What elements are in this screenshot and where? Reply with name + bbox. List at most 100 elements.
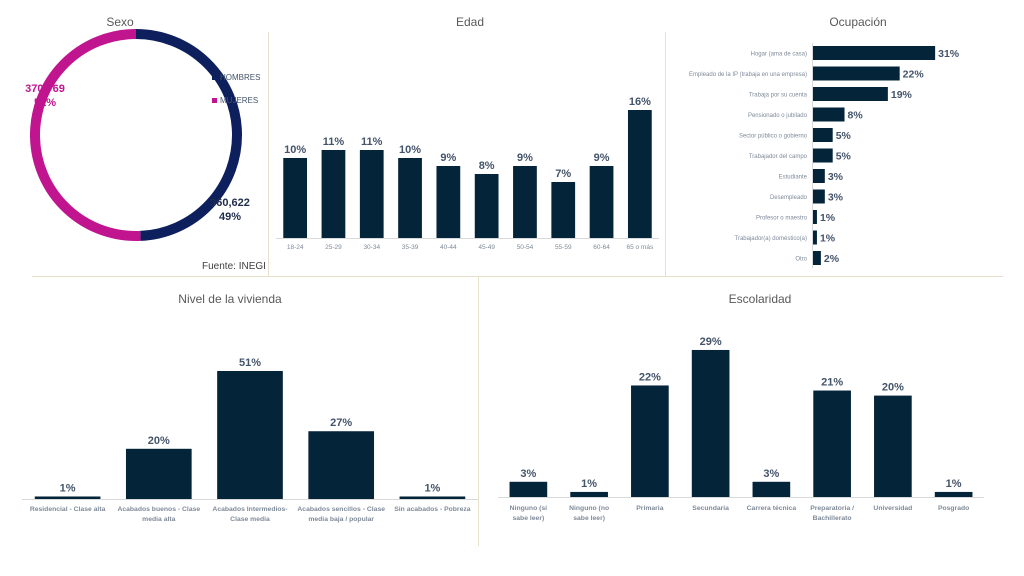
data-label: 51% xyxy=(239,357,261,369)
legend-item-hombres: HOMBRES xyxy=(212,73,260,82)
data-label: 3% xyxy=(763,468,779,480)
category-label: Acabados sencillos - Clase xyxy=(297,506,385,513)
data-label: 3% xyxy=(520,468,536,480)
category-label: Acabados buenos - Clase xyxy=(117,506,200,513)
divider-horizontal xyxy=(32,276,1003,277)
bar-edad xyxy=(474,174,499,238)
bar-ocupacion xyxy=(813,87,888,101)
category-label: Clase media xyxy=(230,516,270,523)
bar-ocupacion xyxy=(813,230,817,245)
category-label: Posgrado xyxy=(938,505,969,512)
bar-edad xyxy=(551,182,576,238)
donut-slice-hombres xyxy=(135,29,242,241)
chart-title-ocupacion: Ocupación xyxy=(829,15,887,29)
category-label: 18-24 xyxy=(287,244,304,251)
chart-edad: 10% 18-24 11% 25-29 11% 30-34 10% 35-39 9% 40-44 8… xyxy=(276,96,659,251)
data-label: 11% xyxy=(323,136,345,148)
bar-ocupacion xyxy=(813,189,825,204)
category-label: media baja / popular xyxy=(308,516,374,523)
bar-ocupacion xyxy=(813,107,845,122)
bar-vivienda xyxy=(34,496,101,499)
data-label: 1% xyxy=(581,478,597,490)
category-label: Estudiante xyxy=(779,175,808,181)
bar-edad xyxy=(513,166,537,238)
data-label: 22% xyxy=(903,69,925,81)
bar-edad xyxy=(398,158,422,238)
bar-escolaridad xyxy=(813,390,851,497)
category-label: Trabaja por su cuenta xyxy=(749,93,808,99)
bar-escolaridad xyxy=(570,491,608,497)
chart-ocupacion: 31% Hogar (ama de casa) 22% Empleado de la … xyxy=(689,43,960,268)
data-label-mujeres: 370,769 51% xyxy=(18,82,72,110)
data-label: 11% xyxy=(361,136,383,148)
bar-escolaridad xyxy=(509,481,548,497)
category-label: 45-49 xyxy=(478,244,495,251)
category-label: Profesor o maestro xyxy=(756,216,808,222)
chart-title-vivienda: Nivel de la vivienda xyxy=(178,292,282,306)
percent-label-hombres: 49% xyxy=(218,211,242,223)
data-label: 20% xyxy=(148,435,170,447)
bar-ocupacion xyxy=(813,128,833,142)
chart-title-edad: Edad xyxy=(455,15,485,29)
data-label: 10% xyxy=(399,144,421,156)
legend-swatch-mujeres xyxy=(212,98,217,103)
data-label: 22% xyxy=(639,371,661,383)
data-label: 1% xyxy=(424,482,440,494)
category-label: Residencial - Clase alta xyxy=(30,506,106,513)
category-label: Trabajador(a) doméstico(a) xyxy=(735,236,807,242)
data-label: 1% xyxy=(820,233,836,245)
chart-title-escolaridad: Escolaridad xyxy=(728,292,792,306)
legend-label-mujeres: MUJERES xyxy=(220,96,259,105)
data-label: 9% xyxy=(440,152,456,164)
data-label: 10% xyxy=(284,144,306,156)
legend-item-mujeres: MUJERES xyxy=(212,96,258,105)
chart-escolaridad: 3% Ninguno (sí sabe leer) 1% Ninguno (no sabe… xyxy=(498,336,984,522)
data-label: 9% xyxy=(594,152,610,164)
divider-edad-ocupacion xyxy=(665,32,666,276)
chart-vivienda: 1% Residencial - Clase alta 20% Acabados bu… xyxy=(22,357,478,523)
category-label: Acabados Intermedios- xyxy=(212,506,287,513)
data-label: 1% xyxy=(946,478,962,490)
category-label: Bachillerato xyxy=(813,515,852,522)
bar-edad xyxy=(359,150,384,238)
data-label: 3% xyxy=(828,192,844,204)
category-label: Sector público o gobierno xyxy=(739,134,808,140)
bar-vivienda xyxy=(399,496,466,499)
category-label: Primaria xyxy=(636,505,663,512)
bar-escolaridad xyxy=(874,395,912,497)
category-label: sabe leer) xyxy=(513,515,545,522)
category-label: 40-44 xyxy=(440,244,457,251)
bar-ocupacion xyxy=(813,148,833,163)
bar-vivienda xyxy=(125,448,192,499)
category-label: 65 o más xyxy=(626,244,653,251)
bar-edad xyxy=(436,166,461,238)
data-label: 1% xyxy=(820,212,836,224)
bar-ocupacion xyxy=(813,210,817,224)
value-label-hombres: 360,622 xyxy=(210,197,250,209)
category-label: Sin acabados - Pobreza xyxy=(394,506,471,513)
category-label: 25-29 xyxy=(325,244,342,251)
category-label: Ninguno (no xyxy=(569,505,609,512)
data-label: 16% xyxy=(629,96,651,108)
bar-escolaridad xyxy=(934,491,973,497)
data-label: 29% xyxy=(700,336,722,348)
divider-sexo-edad xyxy=(268,32,269,276)
category-label: 30-34 xyxy=(363,244,380,251)
data-label: 21% xyxy=(821,377,843,389)
data-label-hombres: 360,622 49% xyxy=(203,196,257,224)
bar-edad xyxy=(321,150,346,238)
bar-escolaridad xyxy=(691,349,730,497)
bar-ocupacion xyxy=(813,46,936,60)
donut-slice-mujeres xyxy=(30,29,141,241)
data-label: 27% xyxy=(330,417,352,429)
category-label: 35-39 xyxy=(402,244,419,251)
bar-edad xyxy=(283,158,308,238)
value-label-mujeres: 370,769 xyxy=(25,83,65,95)
category-label: Desempleado xyxy=(770,195,808,201)
category-label: Trabajador del campo xyxy=(749,154,808,160)
data-label: 19% xyxy=(891,89,913,101)
category-label: Hogar (ama de casa) xyxy=(751,52,807,58)
category-label: Otro xyxy=(795,257,807,263)
category-label: 60-64 xyxy=(593,244,610,251)
